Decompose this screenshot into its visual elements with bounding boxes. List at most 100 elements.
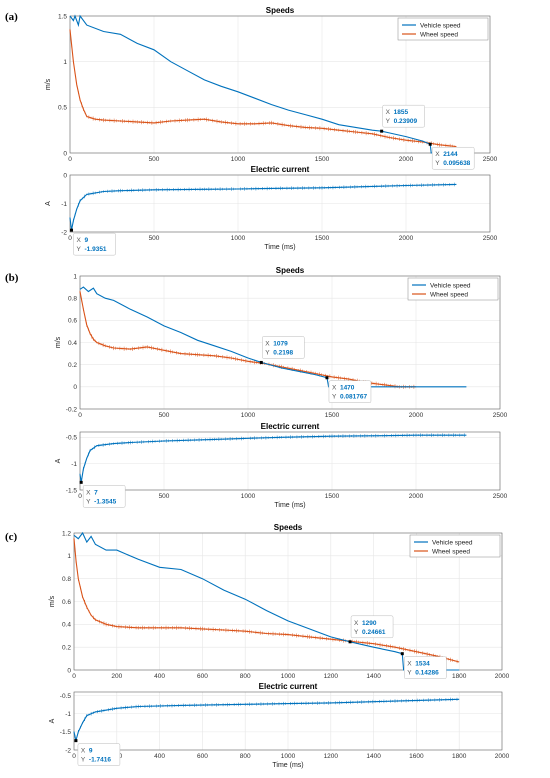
panel-2-speeds-legend-entry: Wheel speed <box>430 291 468 298</box>
panel-2-speeds-axes-frame <box>79 275 501 410</box>
panel-2-speeds-legend: Vehicle speed Wheel speed <box>407 277 499 301</box>
panel-1-label: (a) <box>5 11 18 23</box>
panel-3-current-xtick-label: 1800 <box>452 753 467 760</box>
panel-2-speeds-ytick-label: 0.8 <box>68 295 77 302</box>
panel-1-speeds-datatip-y-label: Y <box>435 160 440 167</box>
panel-3-current-axes-frame <box>73 691 503 751</box>
panel-1-speeds-legend: Vehicle speed Wheel speed <box>397 17 489 41</box>
panel-1-speeds-datatip-box <box>431 146 475 170</box>
panel-2-current-ytick-label: -0.5 <box>66 435 78 442</box>
panel-1-current-datatip: X 9Y -1.9351 <box>73 232 116 256</box>
panel-2-current-datatip-marker <box>79 480 83 484</box>
panel-2-speeds-ytick-label: 0.6 <box>68 318 77 325</box>
panel-1-current-title: Electric current <box>251 165 310 174</box>
panel-2-speeds-datatip-x-label: X <box>265 340 270 347</box>
panel-1-current-datatip-marker <box>70 228 74 232</box>
panel-3-current-datatip-y-label: Y <box>81 757 86 764</box>
panel-3-speeds-datatip-marker <box>400 652 404 656</box>
panel-3-current-xtick-label: 400 <box>154 753 165 760</box>
panel-3-label: (c) <box>5 531 18 543</box>
panel-1-current-axes-frame <box>69 174 491 233</box>
panel-2-speeds-datatip-box <box>328 380 372 403</box>
panel-1-speeds-xtick-label: 0 <box>68 156 72 163</box>
panel-2-current-xlabel: Time (ms) <box>274 502 305 509</box>
panel-3-current-title: Electric current <box>259 682 318 691</box>
panel-1-wheel-speed-line-noise <box>69 28 455 149</box>
panel-3-speeds-legend-entry: Wheel speed <box>432 548 470 555</box>
panel-2-current-line-noise <box>79 433 465 484</box>
panel-1-current-datatip-x-label: X <box>77 237 82 244</box>
panel-2-speeds-xtick-label: 1500 <box>325 412 340 419</box>
panel-2-speeds-xtick-label: 2000 <box>409 412 424 419</box>
panel-3-current-axes: 0200400600800100012001400160018002000-2-… <box>49 682 510 769</box>
panel-2-current-plot-area <box>80 432 500 490</box>
panel-2-speeds-datatip-y-value: 0.2198 <box>273 349 293 356</box>
panel-1-speeds-xtick-label: 1500 <box>315 156 330 163</box>
panel-2-current-axes: 0 500 1000 1500 2000 2500 -1.5 -1 -0.5 Electric c… <box>55 422 508 509</box>
panel-3-speeds-ytick-label: 1 <box>67 553 71 560</box>
panel-2-current-ytick-label: -1.5 <box>66 487 78 494</box>
panel-1-speeds-datatip-y-value: 0.23909 <box>394 118 418 125</box>
panel-3-current-datatip: X 9Y -1.7416 <box>77 743 121 766</box>
panel-2-speeds-datatip-box <box>262 336 305 359</box>
panel-3-speeds-xtick-label: 800 <box>240 673 251 680</box>
panel-3-speeds-ylabel: m/s <box>49 595 56 607</box>
panel-2-speeds-ylabel: m/s <box>55 336 62 348</box>
panel-2-vehicle-speed-line <box>79 286 467 388</box>
panel-1-current-axes: 0 500 1000 1500 2000 2500 -2 -1 0 Electric curren… <box>45 165 498 256</box>
panel-1-speeds-ytick-label: 0.5 <box>58 105 67 112</box>
panel-2-current-xtick-label: 1000 <box>241 493 256 500</box>
panel-2-current-xtick-label: 500 <box>159 493 170 500</box>
panel-1-speeds-ylabel: m/s <box>45 78 52 90</box>
panel-3-speeds-xtick-label: 1800 <box>452 673 467 680</box>
panel-3-current-xtick-label: 1400 <box>366 753 381 760</box>
panel-1-speeds-xtick-label: 1000 <box>231 156 246 163</box>
panel-3-speeds-datatip-x-value: 1290 <box>362 620 377 627</box>
panel-2-speeds-title: Speeds <box>276 266 305 275</box>
panel-2-current-axes-frame <box>79 431 501 491</box>
panel-2-speeds-legend-box <box>407 277 499 301</box>
panel-3-current-datatip-x-value: 9 <box>89 748 93 755</box>
panel-2-speeds-ytick-label: -0.2 <box>66 406 78 413</box>
panel-1-speeds-datatip-x-label: X <box>435 151 440 158</box>
panel-1-current-ylabel: A <box>45 201 52 206</box>
panel-1-current-ytick-label: -2 <box>61 229 67 236</box>
panel-2-current-title: Electric current <box>261 422 320 431</box>
panel-1-speeds-datatip-box <box>382 104 425 128</box>
panel-1-current-xtick-label: 0 <box>68 235 72 242</box>
panel-3-speeds-datatip-box <box>404 656 447 679</box>
panel-2-current-xtick-label: 0 <box>78 493 82 500</box>
panel-3-speeds-datatip-box <box>350 615 394 639</box>
panel-3-speeds-legend: Vehicle speed Wheel speed <box>409 534 501 558</box>
panel-1-speeds-ytick-label: 0 <box>63 150 67 157</box>
panel-3-wheel-speed-line-noise <box>73 537 458 664</box>
panel-3-current-xtick-label: 800 <box>240 753 251 760</box>
panel-3-current-xtick-label: 0 <box>72 753 76 760</box>
panel-1-speeds-datatip-x-value: 2144 <box>443 151 458 158</box>
panel-1-current-ytick-label: 0 <box>63 172 67 179</box>
panel-3-speeds-datatip-y-label: Y <box>407 670 412 677</box>
panel-3-speeds-ytick-label: 0.4 <box>62 622 71 629</box>
panel-2-speeds-xtick-label: 0 <box>78 412 82 419</box>
panel-1-speeds-legend-entry: Wheel speed <box>420 31 458 38</box>
panel-2-current-ylabel: A <box>55 458 62 463</box>
panel-1-current-xtick-label: 1000 <box>231 235 246 242</box>
panel-2-current-datatip: X 7Y -1.3545 <box>82 485 126 508</box>
panel-1-vehicle-speed-line <box>69 14 457 154</box>
panel-1-current-xtick-label: 2500 <box>483 235 498 242</box>
panel-1-speeds-datatip-y-label: Y <box>386 118 391 125</box>
panel-2-current-xtick-label: 2500 <box>493 493 508 500</box>
panel-3-speeds-axes-frame <box>73 532 503 671</box>
panel-3-speeds-ytick-label: 0.2 <box>62 644 71 651</box>
panel-1-current-ytick-label: -1 <box>61 201 67 208</box>
panel-1-speeds-legend-box <box>397 17 489 41</box>
panel-3-speeds-ytick-label: 1.2 <box>62 530 71 537</box>
panel-2-speeds-legend-entry: Vehicle speed <box>430 282 471 289</box>
panel-2-speeds-ytick-label: 0.4 <box>68 340 77 347</box>
panel-3-speeds-legend-box <box>409 534 501 558</box>
panel-3-current-datatip-marker <box>74 739 78 743</box>
panel-1-current-xlabel: Time (ms) <box>264 244 295 251</box>
panel-3-speeds-title: Speeds <box>274 523 303 532</box>
